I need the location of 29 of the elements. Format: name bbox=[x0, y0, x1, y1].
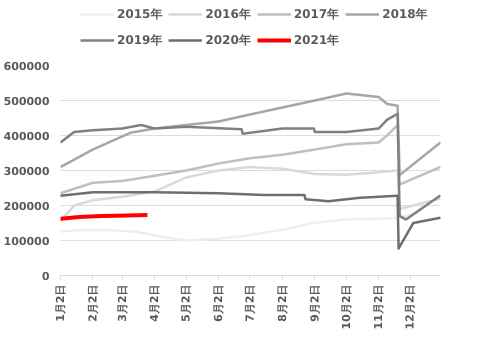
x-tick-label: 5月2日 bbox=[180, 284, 193, 322]
y-tick-label: 0 bbox=[42, 270, 50, 283]
legend-label: 2015年 bbox=[117, 6, 162, 22]
x-tick-label: 8月2日 bbox=[276, 284, 289, 322]
y-tick-label: 500000 bbox=[4, 95, 50, 108]
x-tick-label: 4月2日 bbox=[148, 284, 162, 322]
y-tick-label: 600000 bbox=[4, 60, 50, 73]
legend-label: 2021年 bbox=[294, 32, 340, 48]
y-tick-label: 300000 bbox=[4, 165, 50, 178]
y-tick-label: 400000 bbox=[4, 130, 50, 143]
legend-label: 2020年 bbox=[205, 32, 251, 48]
x-tick-label: 7月2日 bbox=[243, 284, 256, 322]
x-tick-label: 10月2日 bbox=[340, 284, 353, 330]
line-series bbox=[60, 112, 440, 221]
legend-label: 2019年 bbox=[117, 32, 162, 48]
x-tick-label: 6月2日 bbox=[212, 284, 226, 322]
y-tick-label: 200000 bbox=[4, 200, 50, 213]
x-tick-label: 12月2日 bbox=[404, 284, 417, 330]
legend-label: 2018年 bbox=[382, 6, 428, 22]
x-tick-label: 2月2日 bbox=[86, 284, 100, 322]
legend-label: 2017年 bbox=[294, 6, 340, 22]
legend-label: 2016年 bbox=[205, 6, 251, 22]
x-tick-label: 11月2日 bbox=[372, 284, 386, 330]
line-series bbox=[60, 211, 420, 242]
x-tick-label: 9月2日 bbox=[308, 284, 322, 322]
x-tick-label: 3月2日 bbox=[116, 284, 129, 322]
line-series bbox=[60, 190, 440, 250]
x-tick-label: 1月2日 bbox=[54, 284, 67, 322]
y-tick-label: 100000 bbox=[4, 235, 50, 248]
